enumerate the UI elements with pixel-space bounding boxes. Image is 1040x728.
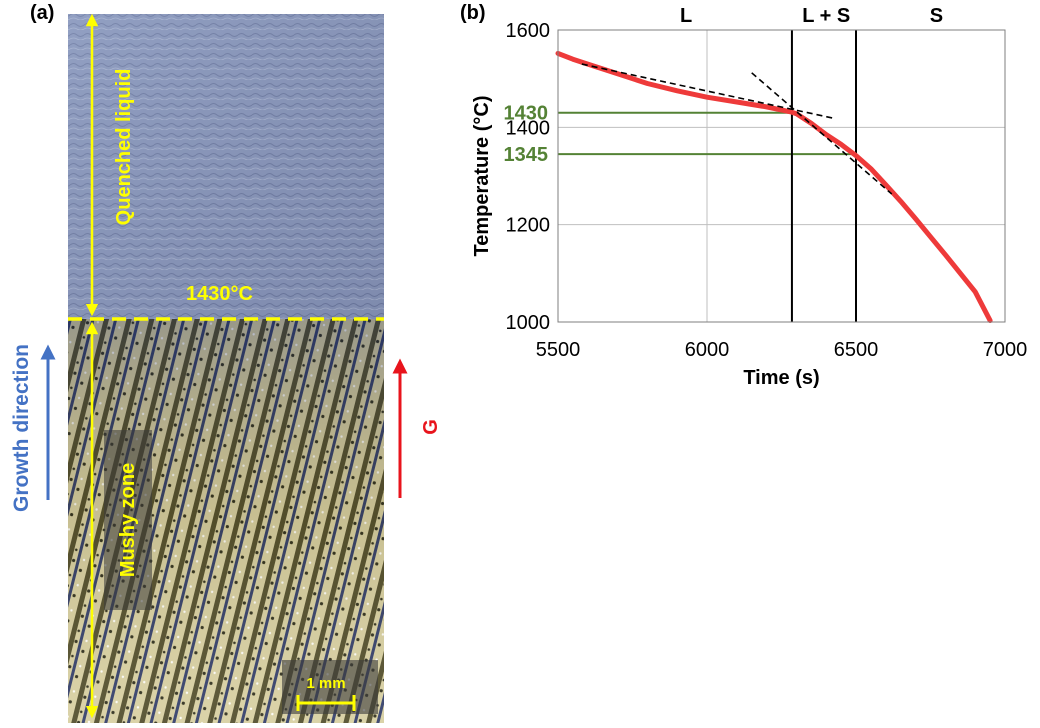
fit-lines bbox=[581, 63, 893, 195]
phase-label: L bbox=[680, 5, 692, 27]
y-tick-label: 1000 bbox=[506, 312, 551, 334]
quenched-shading bbox=[68, 14, 384, 319]
x-tick-label: 6000 bbox=[685, 339, 730, 361]
micrograph-panel: (a) bbox=[0, 0, 460, 723]
reference-label-1345: 1345 bbox=[504, 144, 549, 166]
quenched-liquid-label: Quenched liquid bbox=[113, 69, 135, 226]
x-tick-label: 6500 bbox=[834, 339, 879, 361]
y-axis-title: Temperature (°C) bbox=[471, 96, 493, 257]
y-tick-label: 1400 bbox=[506, 117, 551, 139]
y-tick-label: 1200 bbox=[506, 215, 551, 237]
series-layer bbox=[555, 50, 993, 323]
thermal-gradient-label: G bbox=[420, 419, 442, 435]
x-tick-label: 7000 bbox=[983, 339, 1028, 361]
reference-lines: 1430 1345 bbox=[504, 103, 856, 166]
tick-labels: 5500 6000 6500 7000 1000 1200 1400 1600 bbox=[506, 20, 1028, 361]
mushy-label-backdrop bbox=[104, 430, 152, 610]
reference-label-1430: 1430 bbox=[504, 103, 549, 125]
x-tick-label: 5500 bbox=[536, 339, 581, 361]
phase-boundaries: L L + S S bbox=[680, 5, 943, 322]
tangent-fit-line bbox=[751, 72, 893, 195]
micrograph-figure: Quenched liquid Mushy zone 1430°C 1 mm G… bbox=[10, 13, 442, 723]
cooling-curve-chart: 1430 1345 L L + S S 5500 6000 6500 7000 1000 120… bbox=[471, 5, 1028, 389]
scale-bar bbox=[296, 695, 356, 711]
panel-b-label: (b) bbox=[460, 2, 486, 24]
interface-temperature-label: 1430°C bbox=[186, 283, 253, 305]
x-axis-title: Time (s) bbox=[743, 367, 819, 389]
panel-a-label: (a) bbox=[30, 2, 55, 24]
mushy-zone-label: Mushy zone bbox=[117, 463, 139, 577]
plot-frame bbox=[557, 29, 1006, 323]
chart-panel: (b) 1430 1345 L L + S S 5500 6000 6500 7000 100… bbox=[460, 0, 1040, 430]
temperature-series-line bbox=[555, 50, 993, 323]
phase-label: L + S bbox=[802, 5, 850, 27]
growth-direction-label: Growth direction bbox=[10, 344, 33, 512]
y-tick-label: 1600 bbox=[506, 20, 551, 42]
phase-label: S bbox=[930, 5, 943, 27]
scale-bar-label: 1 mm bbox=[306, 675, 345, 692]
